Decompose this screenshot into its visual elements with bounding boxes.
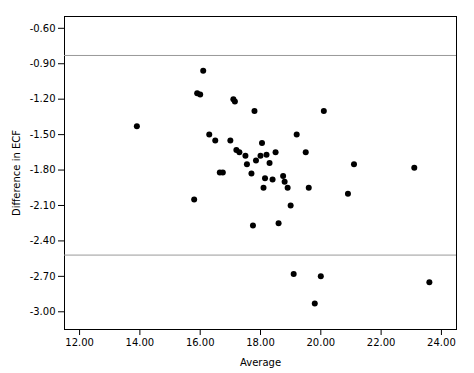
svg-text:-1.20: -1.20 — [30, 93, 56, 104]
svg-text:20.00: 20.00 — [306, 337, 335, 348]
svg-text:16.00: 16.00 — [186, 337, 215, 348]
svg-text:-2.40: -2.40 — [30, 235, 56, 246]
svg-text:-1.80: -1.80 — [30, 164, 56, 175]
svg-text:22.00: 22.00 — [367, 337, 396, 348]
svg-text:18.00: 18.00 — [246, 337, 275, 348]
svg-text:-3.00: -3.00 — [30, 306, 56, 317]
svg-text:-0.90: -0.90 — [30, 58, 56, 69]
svg-text:Difference in ECF: Difference in ECF — [11, 130, 22, 216]
svg-text:-0.60: -0.60 — [30, 23, 56, 34]
svg-text:Average: Average — [240, 357, 281, 368]
svg-text:14.00: 14.00 — [126, 337, 155, 348]
svg-text:24.00: 24.00 — [427, 337, 456, 348]
svg-text:-2.10: -2.10 — [30, 200, 56, 211]
svg-text:-1.50: -1.50 — [30, 129, 56, 140]
svg-text:12.00: 12.00 — [65, 337, 94, 348]
svg-text:-2.70: -2.70 — [30, 271, 56, 282]
